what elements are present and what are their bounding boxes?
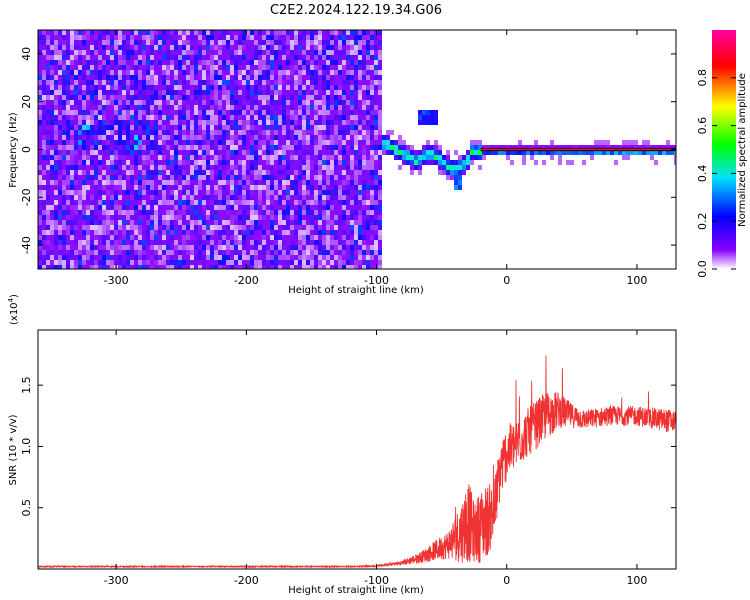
spectrogram-y-ticks: -40 -20 0 20 40 <box>20 47 676 254</box>
x-tick-label: 100 <box>626 574 647 587</box>
y-tick-label: 1.0 <box>20 438 33 456</box>
colorbar-tick-label: 0.0 <box>696 260 709 278</box>
y-tick-label: -20 <box>20 188 33 206</box>
x-tick-label: -200 <box>234 274 259 287</box>
y-tick-label: 40 <box>20 47 33 61</box>
x-tick-label: 0 <box>503 574 510 587</box>
x-tick-label: -300 <box>104 274 129 287</box>
spectrogram-cells <box>38 30 676 269</box>
chart-title: C2E2.2024.122.19.34.G06 <box>270 3 442 18</box>
x-tick-label: -200 <box>234 574 259 587</box>
colorbar-tick-label: 0.6 <box>696 117 709 135</box>
x-tick-label: -100 <box>364 574 389 587</box>
colorbar-label: Normalized spectral amplitude <box>737 73 748 227</box>
colorbar-tick-label: 0.2 <box>696 212 709 230</box>
spectrogram-x-ticks: -300 -200 -100 0 100 <box>104 30 647 287</box>
spectrogram-y-label: Frequency (Hz) <box>8 112 19 188</box>
y-tick-label: 0 <box>20 146 33 153</box>
colorbar-tick-label: 0.4 <box>696 165 709 183</box>
snr-y-ticks: 0.5 1.0 1.5 <box>20 376 676 516</box>
y-tick-label: 0.5 <box>20 499 33 517</box>
colorbar-ticks: 0.0 0.2 0.4 0.6 0.8 <box>696 69 736 278</box>
y-tick-label: 1.5 <box>20 376 33 394</box>
snr-frame <box>37 329 677 570</box>
colorbar-gradient <box>712 30 736 269</box>
snr-background <box>38 330 676 569</box>
snr-y-multiplier: (x104) <box>7 294 20 325</box>
snr-x-ticks: -300 -200 -100 0 100 <box>104 330 647 587</box>
colorbar: 0.0 0.2 0.4 0.6 0.8 Normalized spectral ampl… <box>696 30 748 278</box>
x-tick-label: -100 <box>364 274 389 287</box>
x-tick-label: -300 <box>104 574 129 587</box>
y-tick-label: 20 <box>20 95 33 109</box>
x-tick-label: 100 <box>626 274 647 287</box>
y-tick-label: -40 <box>20 236 33 254</box>
snr-series-line <box>38 355 676 569</box>
snr-y-label: SNR (10 * v/v) <box>8 414 19 485</box>
x-tick-label: 0 <box>503 274 510 287</box>
snr-x-label: Height of straight line (km) <box>288 585 424 596</box>
snr-panel: -300 -200 -100 0 100 0.5 1.0 1.5 Height of str… <box>7 294 677 596</box>
spectrogram-x-label: Height of straight line (km) <box>288 285 424 296</box>
colorbar-tick-label: 0.8 <box>696 69 709 87</box>
